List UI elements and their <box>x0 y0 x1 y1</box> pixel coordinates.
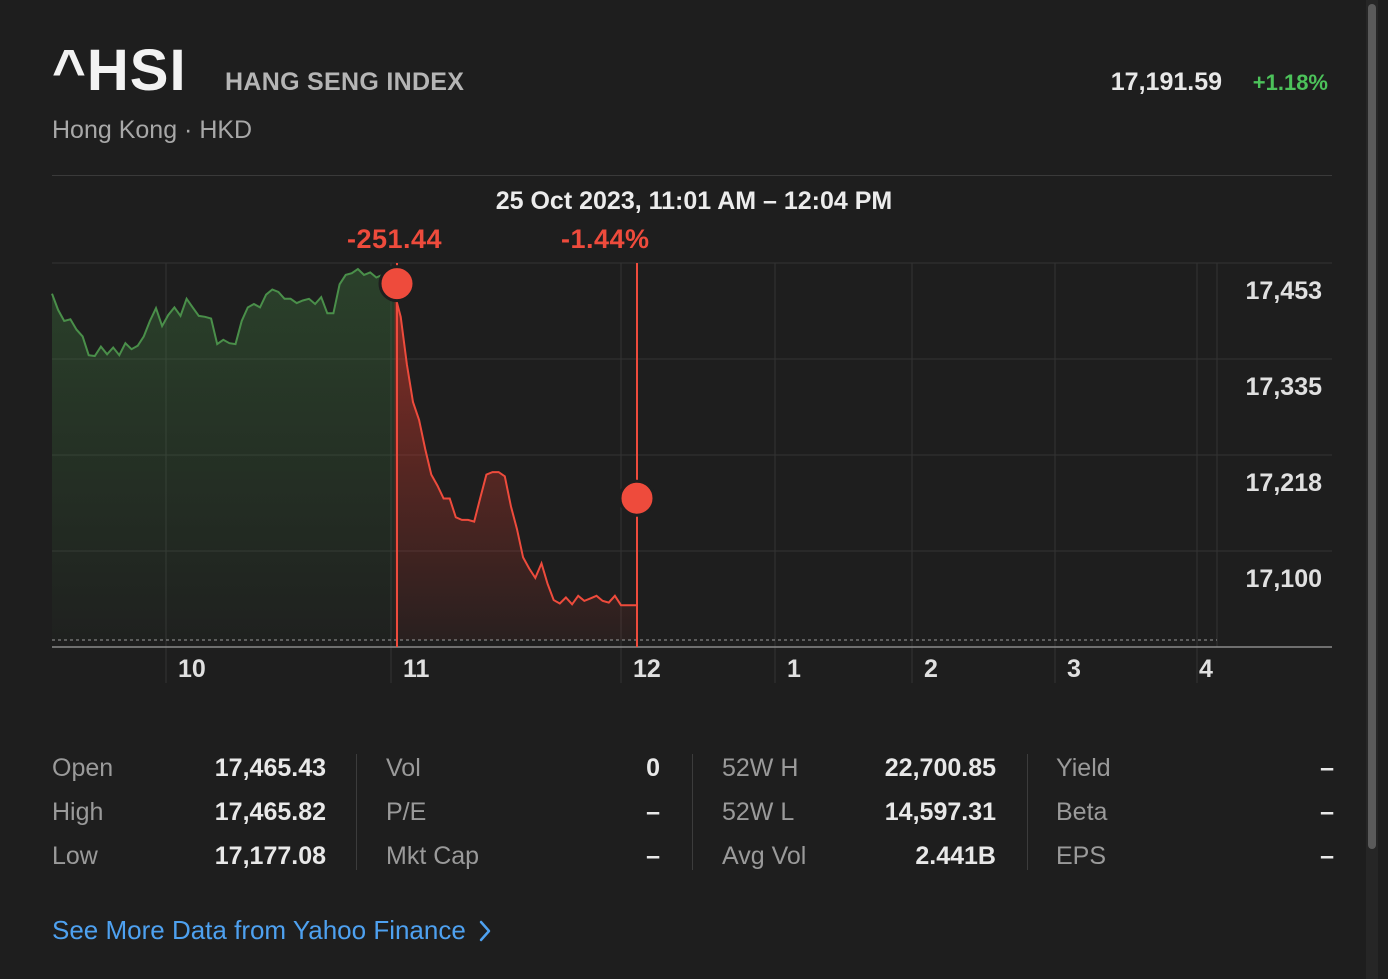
stat-row: Open 17,465.43 <box>52 754 326 794</box>
stat-label: Yield <box>1056 754 1111 782</box>
stat-label: Beta <box>1056 798 1108 826</box>
stat-row: Mkt Cap – <box>386 842 660 882</box>
stats-column: 52W H 22,700.85 52W L 14,597.31 Avg Vol 2.441… <box>722 752 996 872</box>
stat-label: Low <box>52 842 98 870</box>
stat-row: EPS – <box>1056 842 1334 882</box>
stat-value: 14,597.31 <box>884 798 996 826</box>
y-tick-label: 17,218 <box>1246 469 1323 497</box>
stat-value: 17,465.43 <box>214 754 326 782</box>
see-more-link-label: See More Data from Yahoo Finance <box>52 915 466 945</box>
down-series-line <box>393 293 637 607</box>
stat-row: Low 17,177.08 <box>52 842 326 882</box>
price-change-badge: +1.18% <box>1252 70 1328 95</box>
selection-start-marker <box>378 265 416 303</box>
stat-row: High 17,465.82 <box>52 798 326 838</box>
x-tick-label: 4 <box>1199 655 1213 683</box>
exchange-currency: Hong Kong · HKD <box>52 116 253 144</box>
see-more-link[interactable]: See More Data from Yahoo Finance <box>52 915 492 946</box>
stat-value: 17,177.08 <box>214 842 326 870</box>
stat-row: Avg Vol 2.441B <box>722 842 996 882</box>
stat-label: EPS <box>1056 842 1107 870</box>
stat-label: Vol <box>386 754 421 782</box>
chart-series-lines <box>51 267 637 607</box>
x-tick-label: 12 <box>633 655 661 683</box>
stat-value: 2.441B <box>915 842 996 870</box>
stat-label: 52W L <box>722 798 795 826</box>
stats-table: Open 17,465.43 High 17,465.82 Low 17,177.08 Vo… <box>52 752 1334 872</box>
stats-separator <box>356 754 357 870</box>
stat-value: 17,465.82 <box>214 798 326 826</box>
selection-range-label: 25 Oct 2023, 11:01 AM – 12:04 PM <box>0 187 1388 216</box>
stat-value: – <box>1320 798 1334 826</box>
chart-markers <box>378 263 656 647</box>
selection-point-change: -251.44 <box>347 224 443 254</box>
selection-range-text: 25 Oct 2023, 11:01 AM – 12:04 PM <box>495 187 893 215</box>
header-divider <box>52 175 1332 176</box>
y-tick-label: 17,100 <box>1246 565 1322 593</box>
ticker-symbol: ^HSI <box>52 38 187 103</box>
stat-value: 22,700.85 <box>884 754 996 782</box>
current-price: 17,191.59 <box>1110 68 1222 96</box>
stat-label: High <box>52 798 104 826</box>
y-tick-label: 17,335 <box>1246 373 1323 401</box>
up-area-fill <box>52 269 395 640</box>
stats-column: Yield – Beta – EPS – <box>1056 752 1334 872</box>
index-name: HANG SENG INDEX <box>225 68 465 96</box>
stat-label: Mkt Cap <box>386 842 480 870</box>
stats-column: Vol 0 P/E – Mkt Cap – <box>386 752 660 872</box>
x-tick-label: 1 <box>787 655 801 683</box>
stat-row: Vol 0 <box>386 754 660 794</box>
selection-end-marker <box>618 479 656 517</box>
stats-separator <box>1027 754 1028 870</box>
up-series-line <box>51 267 396 358</box>
x-tick-label: 3 <box>1067 655 1081 683</box>
stat-row: P/E – <box>386 798 660 838</box>
stat-value: 0 <box>646 754 660 782</box>
x-tick-label: 2 <box>924 655 938 683</box>
stat-label: Avg Vol <box>722 842 807 870</box>
x-tick-label: 11 <box>403 655 430 683</box>
stat-value: – <box>1320 842 1334 870</box>
stat-row: 52W H 22,700.85 <box>722 754 996 794</box>
stat-label: Open <box>52 754 114 782</box>
stat-row: Beta – <box>1056 798 1334 838</box>
stat-value: – <box>646 798 660 826</box>
stat-value: – <box>646 842 660 870</box>
stat-value: – <box>1320 754 1334 782</box>
stat-row: Yield – <box>1056 754 1334 794</box>
scrollbar-thumb[interactable] <box>1368 4 1376 849</box>
down-area-fill <box>394 293 637 640</box>
stat-label: P/E <box>386 798 427 826</box>
scrollbar[interactable] <box>1366 0 1378 979</box>
selection-percent-change: -1.44% <box>561 224 650 254</box>
stat-label: 52W H <box>722 754 799 782</box>
stats-separator <box>692 754 693 870</box>
stats-column: Open 17,465.43 High 17,465.82 Low 17,177.08 <box>52 752 326 872</box>
chevron-right-icon <box>479 920 491 941</box>
chart-area-fills <box>52 269 637 640</box>
y-tick-label: 17,453 <box>1246 277 1322 305</box>
x-tick-label: 10 <box>178 655 206 683</box>
stat-row: 52W L 14,597.31 <box>722 798 996 838</box>
